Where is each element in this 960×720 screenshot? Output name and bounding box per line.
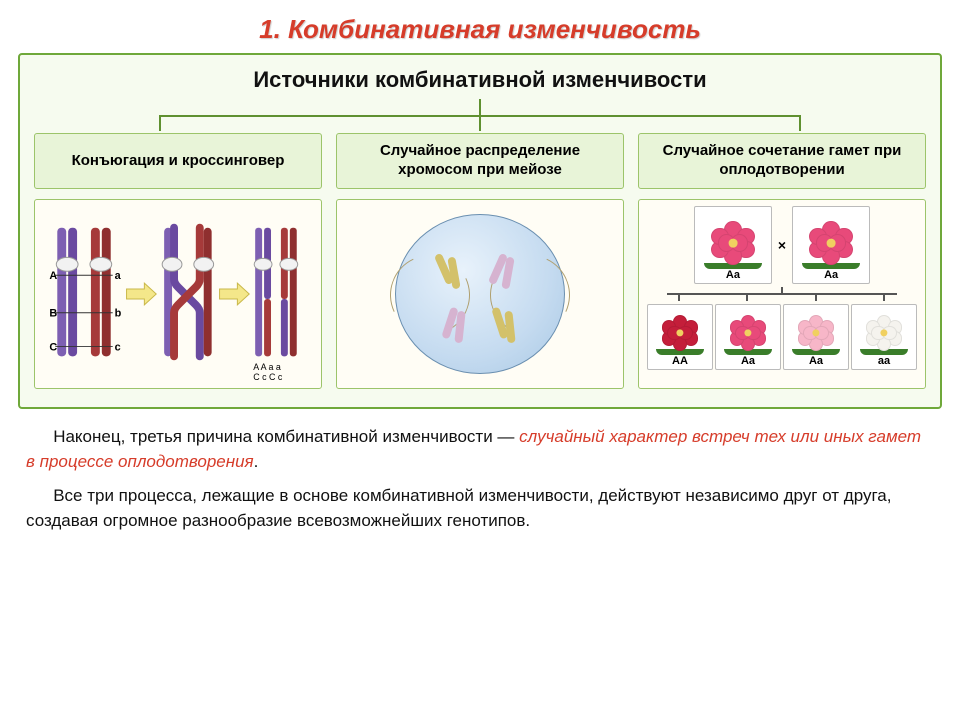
branches-row: Конъюгация и кроссинговер A B C a xyxy=(34,133,926,389)
svg-text:b: b xyxy=(115,308,122,320)
svg-text:A: A xyxy=(49,270,57,282)
paragraph-2: Все три процесса, лежащие в основе комби… xyxy=(26,484,934,533)
offspring-flower: AA xyxy=(647,304,713,370)
cross-symbol: × xyxy=(774,206,790,284)
offspring-row: AA Aa Aa aa xyxy=(645,304,919,370)
svg-text:A A a a: A A a a xyxy=(253,362,281,372)
punnett-connector xyxy=(645,287,919,301)
branch-label: Случайное сочетание гамет при оплодотвор… xyxy=(638,133,926,189)
paragraph-1: Наконец, третья причина комбинативной из… xyxy=(26,425,934,474)
flowers-illustration: Aa × Aa xyxy=(638,199,926,389)
branch-label: Случайное распределение хромосом при мей… xyxy=(336,133,624,189)
offspring-flower: Aa xyxy=(715,304,781,370)
genotype-label: Aa xyxy=(741,355,755,367)
diagram-header: Источники комбинативной изменчивости xyxy=(34,67,926,93)
meiosis-cell xyxy=(395,214,565,374)
svg-text:B: B xyxy=(49,308,57,320)
punnett-layout: Aa × Aa xyxy=(645,206,919,370)
diagram-container: Источники комбинативной изменчивости Кон… xyxy=(18,53,942,409)
offspring-flower: Aa xyxy=(783,304,849,370)
crossover-illustration: A B C a b c xyxy=(34,199,322,389)
branch-meiosis: Случайное распределение хромосом при мей… xyxy=(336,133,624,389)
tree-drop-left xyxy=(159,115,161,131)
body-text: Наконец, третья причина комбинативной из… xyxy=(0,409,960,534)
branch-fertilization: Случайное сочетание гамет при оплодотвор… xyxy=(638,133,926,389)
tree-drop-mid xyxy=(479,115,481,131)
p1-prefix: Наконец, третья причина комбинативной из… xyxy=(53,427,519,446)
svg-text:C c C c: C c C c xyxy=(253,372,283,382)
tree-drop-right xyxy=(799,115,801,131)
genotype-label: Aa xyxy=(726,269,740,281)
offspring-flower: aa xyxy=(851,304,917,370)
meiosis-illustration xyxy=(336,199,624,389)
tree-horizontal-bar xyxy=(159,115,801,117)
svg-text:C: C xyxy=(49,341,57,353)
genotype-label: AA xyxy=(672,355,688,367)
parent-row: Aa × Aa xyxy=(645,206,919,284)
genotype-label: aa xyxy=(878,355,890,367)
slide-title: 1. Комбинативная изменчивость xyxy=(0,0,960,53)
branch-label: Конъюгация и кроссинговер xyxy=(34,133,322,189)
svg-text:a: a xyxy=(115,270,122,282)
genotype-label: Aa xyxy=(824,269,838,281)
p1-suffix: . xyxy=(254,452,259,471)
crossover-svg: A B C a b c xyxy=(35,200,321,388)
genotype-label: Aa xyxy=(809,355,823,367)
svg-text:c: c xyxy=(115,341,121,353)
tree-root-line xyxy=(479,99,481,115)
parent-flower-2: Aa xyxy=(792,206,870,284)
parent-flower-1: Aa xyxy=(694,206,772,284)
branch-crossing-over: Конъюгация и кроссинговер A B C a xyxy=(34,133,322,389)
